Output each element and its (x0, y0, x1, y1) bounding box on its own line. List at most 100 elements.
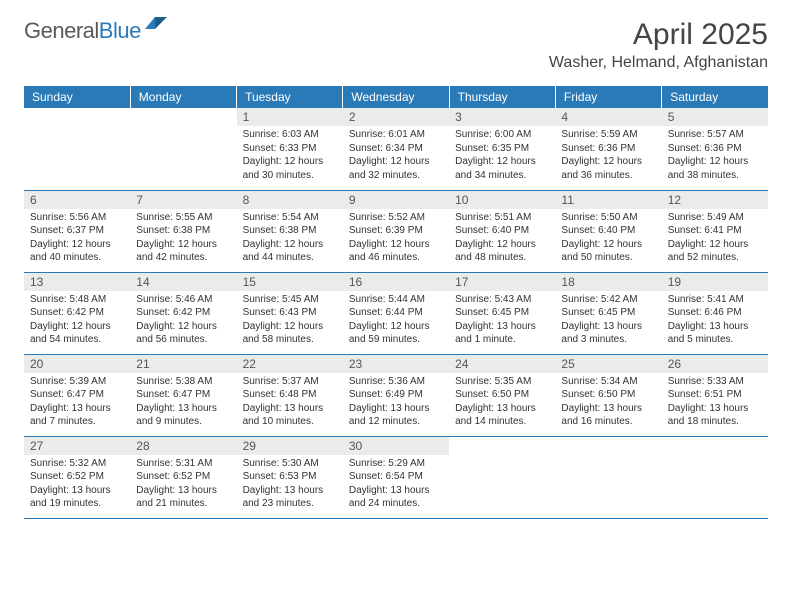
week-row: 6Sunrise: 5:56 AMSunset: 6:37 PMDaylight… (24, 190, 768, 272)
sunset-text: Sunset: 6:37 PM (30, 224, 124, 238)
day-number: 23 (343, 355, 449, 373)
weekday-header: Sunday (24, 86, 130, 108)
day-cell (449, 436, 555, 518)
day-body: Sunrise: 5:43 AMSunset: 6:45 PMDaylight:… (449, 291, 555, 351)
day-body: Sunrise: 5:32 AMSunset: 6:52 PMDaylight:… (24, 455, 130, 515)
day-cell: 27Sunrise: 5:32 AMSunset: 6:52 PMDayligh… (24, 436, 130, 518)
day-number: 12 (662, 191, 768, 209)
day-body: Sunrise: 5:35 AMSunset: 6:50 PMDaylight:… (449, 373, 555, 433)
daylight-text: Daylight: 13 hours and 19 minutes. (30, 484, 124, 511)
daylight-text: Daylight: 13 hours and 7 minutes. (30, 402, 124, 429)
day-cell: 18Sunrise: 5:42 AMSunset: 6:45 PMDayligh… (555, 272, 661, 354)
day-body: Sunrise: 6:00 AMSunset: 6:35 PMDaylight:… (449, 126, 555, 186)
day-cell: 20Sunrise: 5:39 AMSunset: 6:47 PMDayligh… (24, 354, 130, 436)
logo: GeneralBlue (24, 18, 169, 44)
day-cell: 14Sunrise: 5:46 AMSunset: 6:42 PMDayligh… (130, 272, 236, 354)
day-body: Sunrise: 5:46 AMSunset: 6:42 PMDaylight:… (130, 291, 236, 351)
day-cell: 29Sunrise: 5:30 AMSunset: 6:53 PMDayligh… (237, 436, 343, 518)
week-row: 20Sunrise: 5:39 AMSunset: 6:47 PMDayligh… (24, 354, 768, 436)
daylight-text: Daylight: 12 hours and 52 minutes. (668, 238, 762, 265)
day-cell (24, 108, 130, 190)
sunset-text: Sunset: 6:51 PM (668, 388, 762, 402)
sunset-text: Sunset: 6:50 PM (455, 388, 549, 402)
day-body: Sunrise: 5:49 AMSunset: 6:41 PMDaylight:… (662, 209, 768, 269)
daylight-text: Daylight: 13 hours and 5 minutes. (668, 320, 762, 347)
day-body: Sunrise: 5:48 AMSunset: 6:42 PMDaylight:… (24, 291, 130, 351)
day-cell (555, 436, 661, 518)
daylight-text: Daylight: 12 hours and 48 minutes. (455, 238, 549, 265)
day-cell: 30Sunrise: 5:29 AMSunset: 6:54 PMDayligh… (343, 436, 449, 518)
week-row: 27Sunrise: 5:32 AMSunset: 6:52 PMDayligh… (24, 436, 768, 518)
day-cell: 25Sunrise: 5:34 AMSunset: 6:50 PMDayligh… (555, 354, 661, 436)
day-cell (130, 108, 236, 190)
sunset-text: Sunset: 6:47 PM (30, 388, 124, 402)
day-number: 27 (24, 437, 130, 455)
sunrise-text: Sunrise: 5:43 AM (455, 293, 549, 307)
day-cell: 26Sunrise: 5:33 AMSunset: 6:51 PMDayligh… (662, 354, 768, 436)
day-cell: 10Sunrise: 5:51 AMSunset: 6:40 PMDayligh… (449, 190, 555, 272)
daylight-text: Daylight: 12 hours and 38 minutes. (668, 155, 762, 182)
day-number: 5 (662, 108, 768, 126)
sunset-text: Sunset: 6:36 PM (561, 142, 655, 156)
sunrise-text: Sunrise: 5:30 AM (243, 457, 337, 471)
day-number: 1 (237, 108, 343, 126)
daylight-text: Daylight: 12 hours and 44 minutes. (243, 238, 337, 265)
daylight-text: Daylight: 13 hours and 1 minute. (455, 320, 549, 347)
day-number: 24 (449, 355, 555, 373)
sunrise-text: Sunrise: 5:57 AM (668, 128, 762, 142)
day-cell: 23Sunrise: 5:36 AMSunset: 6:49 PMDayligh… (343, 354, 449, 436)
daylight-text: Daylight: 13 hours and 18 minutes. (668, 402, 762, 429)
day-number: 3 (449, 108, 555, 126)
day-cell: 21Sunrise: 5:38 AMSunset: 6:47 PMDayligh… (130, 354, 236, 436)
daylight-text: Daylight: 12 hours and 54 minutes. (30, 320, 124, 347)
daylight-text: Daylight: 12 hours and 56 minutes. (136, 320, 230, 347)
day-number: 19 (662, 273, 768, 291)
day-body: Sunrise: 5:36 AMSunset: 6:49 PMDaylight:… (343, 373, 449, 433)
sunset-text: Sunset: 6:35 PM (455, 142, 549, 156)
daylight-text: Daylight: 13 hours and 21 minutes. (136, 484, 230, 511)
sunset-text: Sunset: 6:40 PM (561, 224, 655, 238)
day-number: 21 (130, 355, 236, 373)
day-cell: 12Sunrise: 5:49 AMSunset: 6:41 PMDayligh… (662, 190, 768, 272)
month-title: April 2025 (549, 18, 768, 52)
weekday-header: Friday (555, 86, 661, 108)
day-number: 25 (555, 355, 661, 373)
day-number: 26 (662, 355, 768, 373)
sunrise-text: Sunrise: 5:38 AM (136, 375, 230, 389)
day-number: 4 (555, 108, 661, 126)
day-body: Sunrise: 6:03 AMSunset: 6:33 PMDaylight:… (237, 126, 343, 186)
sunrise-text: Sunrise: 5:35 AM (455, 375, 549, 389)
sunrise-text: Sunrise: 6:01 AM (349, 128, 443, 142)
weekday-header: Wednesday (343, 86, 449, 108)
day-cell: 11Sunrise: 5:50 AMSunset: 6:40 PMDayligh… (555, 190, 661, 272)
day-number: 18 (555, 273, 661, 291)
day-body: Sunrise: 5:59 AMSunset: 6:36 PMDaylight:… (555, 126, 661, 186)
sunset-text: Sunset: 6:42 PM (30, 306, 124, 320)
sunrise-text: Sunrise: 5:49 AM (668, 211, 762, 225)
sunset-text: Sunset: 6:47 PM (136, 388, 230, 402)
day-body: Sunrise: 5:52 AMSunset: 6:39 PMDaylight:… (343, 209, 449, 269)
day-cell: 24Sunrise: 5:35 AMSunset: 6:50 PMDayligh… (449, 354, 555, 436)
sunset-text: Sunset: 6:39 PM (349, 224, 443, 238)
day-cell: 22Sunrise: 5:37 AMSunset: 6:48 PMDayligh… (237, 354, 343, 436)
daylight-text: Daylight: 12 hours and 34 minutes. (455, 155, 549, 182)
sunset-text: Sunset: 6:45 PM (561, 306, 655, 320)
day-body: Sunrise: 5:38 AMSunset: 6:47 PMDaylight:… (130, 373, 236, 433)
sunrise-text: Sunrise: 5:41 AM (668, 293, 762, 307)
sunset-text: Sunset: 6:50 PM (561, 388, 655, 402)
sunset-text: Sunset: 6:42 PM (136, 306, 230, 320)
day-cell: 3Sunrise: 6:00 AMSunset: 6:35 PMDaylight… (449, 108, 555, 190)
day-cell: 13Sunrise: 5:48 AMSunset: 6:42 PMDayligh… (24, 272, 130, 354)
sunrise-text: Sunrise: 5:32 AM (30, 457, 124, 471)
daylight-text: Daylight: 13 hours and 12 minutes. (349, 402, 443, 429)
daylight-text: Daylight: 13 hours and 9 minutes. (136, 402, 230, 429)
logo-part2: Blue (99, 18, 141, 43)
sunset-text: Sunset: 6:52 PM (136, 470, 230, 484)
day-number: 30 (343, 437, 449, 455)
sunrise-text: Sunrise: 5:31 AM (136, 457, 230, 471)
day-body: Sunrise: 5:45 AMSunset: 6:43 PMDaylight:… (237, 291, 343, 351)
sunrise-text: Sunrise: 5:52 AM (349, 211, 443, 225)
daylight-text: Daylight: 13 hours and 10 minutes. (243, 402, 337, 429)
day-number: 17 (449, 273, 555, 291)
sunrise-text: Sunrise: 5:44 AM (349, 293, 443, 307)
